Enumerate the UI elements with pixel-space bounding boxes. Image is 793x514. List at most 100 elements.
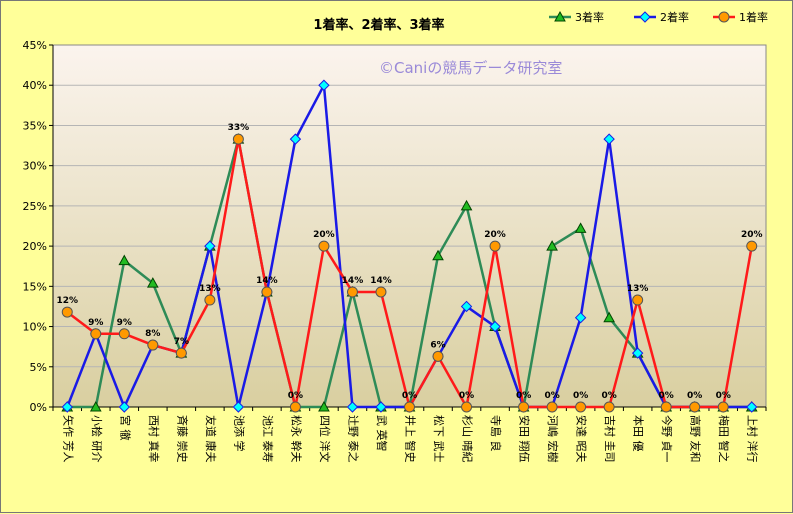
data-label: 9% — [88, 318, 103, 328]
data-label: 13% — [627, 284, 649, 294]
x-tick-label: 友道 康夫 — [204, 415, 218, 463]
point-place3 — [89, 400, 102, 412]
x-axis: 矢作 芳人 小桧 研介宮 徹 西村 真幸 斉藤 崇史 友道 康夫 池添 学 池江 泰寿 松永 … — [52, 406, 767, 463]
point-place1 — [118, 328, 130, 340]
point-place2 — [61, 401, 73, 413]
data-label: 0% — [687, 391, 702, 401]
point-place2 — [489, 320, 501, 333]
point-place3 — [146, 277, 159, 288]
x-tick-label: 杉山 晴紀 — [461, 415, 475, 463]
x-tick-label: 寺島 良 — [489, 415, 503, 452]
point-place2 — [118, 401, 131, 413]
data-label: 20% — [484, 230, 506, 240]
point-place1 — [375, 286, 387, 298]
x-tick-label: 今野 貞一 — [660, 415, 674, 463]
data-labels: 12% 9% 9% 8% 7% 13% 33% 14% 0% 20% 14% 14% 0% 6% 0% 20%… — [56, 123, 762, 401]
data-label: 13% — [199, 284, 221, 294]
data-label: 8% — [145, 329, 160, 339]
point-place2 — [346, 401, 359, 413]
point-place2 — [375, 401, 387, 413]
x-tick-label: 安田 翔伍 — [518, 415, 532, 463]
x-tick-label: 辻野 泰之 — [346, 415, 360, 463]
data-label: 0% — [659, 391, 674, 401]
y-tick-label: 30% — [23, 160, 47, 173]
x-tick-label: 松永 幹夫 — [289, 415, 303, 463]
point-place1 — [518, 401, 530, 413]
point-place1 — [546, 401, 558, 413]
x-tick-label: 本田 優 — [632, 415, 646, 452]
x-tick-label: 池江 泰寿 — [261, 415, 275, 463]
legend: 3着率 2着率 1着率 — [549, 10, 768, 24]
y-tick-label: 35% — [23, 119, 47, 132]
watermark: ©Caniの競馬データ研究室 — [379, 59, 562, 77]
point-place2 — [603, 133, 615, 145]
legend-marker — [639, 11, 651, 23]
x-tick-label: 井上 智史 — [404, 415, 418, 463]
point-place1 — [232, 133, 244, 145]
legend-marker — [554, 10, 566, 22]
data-label: 0% — [459, 391, 474, 401]
x-tick-label: 小桧 研介 — [90, 415, 104, 463]
point-place3 — [574, 222, 587, 233]
point-place1 — [660, 401, 672, 413]
data-label: 14% — [370, 276, 392, 286]
chart-title: 1着率、2着率、3着率 — [313, 17, 444, 33]
point-place1 — [147, 339, 159, 351]
x-tick-label: 武 英智 — [375, 415, 389, 452]
legend-marker — [718, 11, 730, 23]
y-tick-label: 45% — [23, 39, 47, 52]
x-tick-label: 安達 昭夫 — [575, 415, 589, 463]
y-tick-label: 25% — [23, 200, 47, 213]
plot-area — [52, 44, 767, 408]
y-tick-label: 15% — [23, 280, 47, 293]
point-place1 — [717, 401, 729, 413]
x-tick-label: 斉藤 崇史 — [175, 415, 189, 463]
point-place2 — [631, 347, 644, 359]
data-label: 6% — [430, 340, 445, 350]
x-tick-label: 池添 学 — [232, 415, 246, 452]
point-place1 — [461, 401, 473, 413]
point-place2 — [460, 300, 473, 313]
x-tick-label: 矢作 芳人 — [61, 415, 75, 463]
data-label: 12% — [56, 296, 78, 306]
legend-label: 3着率 — [575, 10, 604, 24]
x-tick-label: 梅田 智之 — [717, 415, 731, 463]
data-label: 20% — [741, 230, 763, 240]
x-tick-label: 吉村 圭司 — [603, 415, 617, 463]
legend-label: 1着率 — [739, 10, 768, 24]
point-place1 — [61, 306, 73, 318]
data-label: 0% — [288, 391, 303, 401]
point-place1 — [689, 401, 701, 413]
data-label: 14% — [256, 276, 278, 286]
point-place2 — [746, 401, 758, 413]
point-place1 — [318, 240, 330, 252]
x-tick-label: 高野 友和 — [689, 415, 703, 463]
point-place2 — [232, 401, 245, 413]
data-label: 33% — [228, 123, 250, 133]
point-place1 — [603, 401, 615, 413]
data-label: 9% — [117, 318, 132, 328]
series-group — [61, 79, 758, 413]
point-place2 — [318, 79, 330, 91]
point-place3 — [460, 199, 473, 211]
point-place1 — [575, 401, 587, 413]
data-label: 14% — [342, 276, 364, 286]
point-place1 — [175, 347, 187, 359]
data-label: 7% — [174, 337, 189, 347]
point-place3 — [546, 240, 558, 251]
point-place1 — [289, 401, 301, 413]
point-place3 — [118, 254, 131, 266]
x-tick-label: 宮 徹 — [118, 415, 132, 441]
x-tick-label: 松下 武士 — [432, 415, 446, 463]
point-place2 — [574, 311, 587, 324]
data-label: 0% — [544, 391, 559, 401]
y-tick-label: 0% — [30, 401, 47, 414]
series-place1 — [61, 133, 758, 413]
data-label: 20% — [313, 230, 335, 240]
y-tick-label: 5% — [30, 361, 47, 374]
x-tick-label: 四位 洋文 — [318, 415, 332, 463]
point-place1 — [204, 294, 216, 306]
y-tick-label: 20% — [23, 240, 47, 253]
